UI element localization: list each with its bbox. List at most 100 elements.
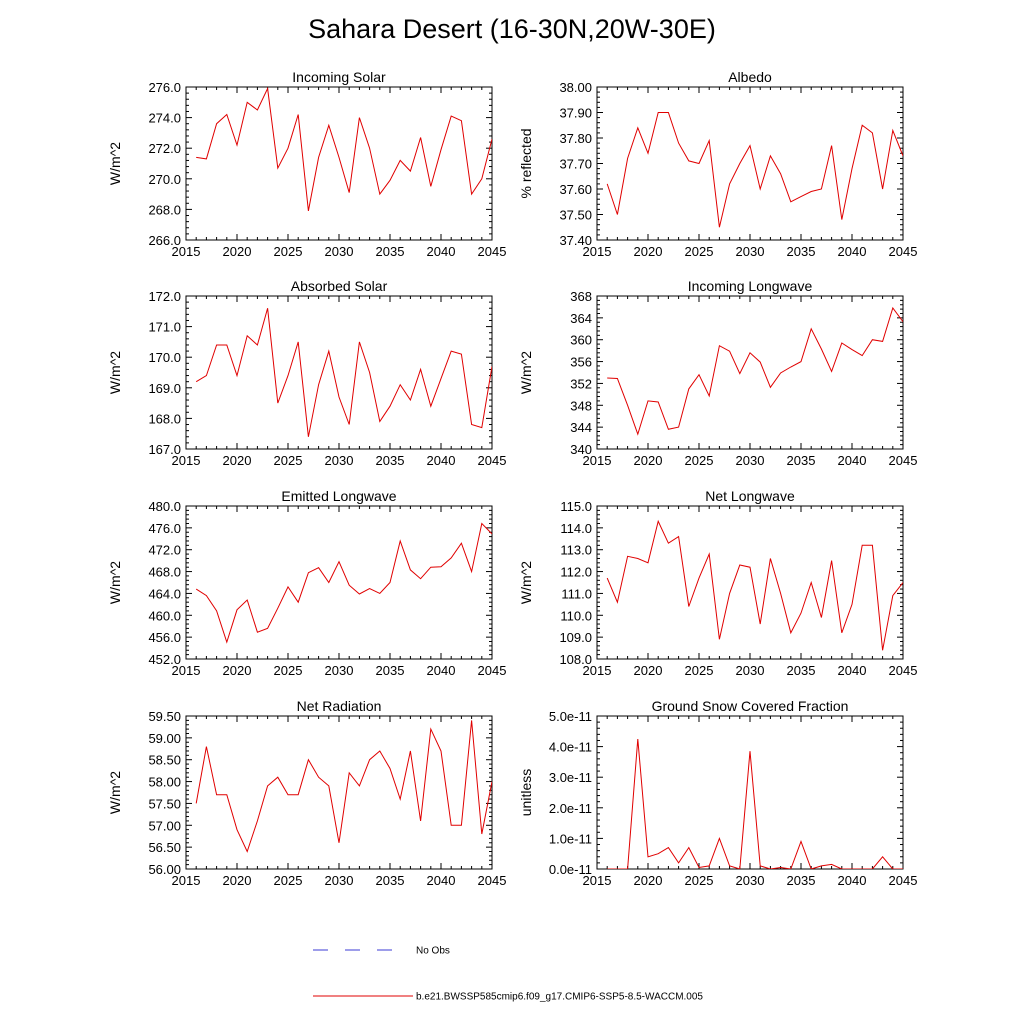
x-tick-label: 2040 (427, 453, 456, 468)
panel-title: Incoming Longwave (688, 278, 813, 294)
y-tick-label: 274.0 (148, 111, 181, 126)
panel-title: Incoming Solar (292, 69, 386, 85)
x-tick-label: 2025 (274, 244, 303, 259)
legend-obs-label: No Obs (416, 946, 450, 957)
y-axis-label: W/m^2 (107, 142, 123, 185)
panel-title: Emitted Longwave (281, 488, 396, 504)
y-tick-label: 56.50 (148, 840, 181, 855)
x-tick-label: 2015 (172, 873, 201, 888)
y-tick-label: 276.0 (148, 80, 181, 95)
y-tick-label: 368 (570, 289, 592, 304)
x-tick-label: 2045 (889, 244, 918, 259)
y-tick-label: 58.50 (148, 753, 181, 768)
x-tick-label: 2035 (376, 244, 405, 259)
panel-incoming-solar: Incoming Solar W/m^2 2015 2020 2025 2030 2035 2… (107, 69, 506, 259)
series-line-model (195, 308, 492, 437)
plot-frame (185, 715, 493, 870)
x-tick-label: 2035 (787, 244, 816, 259)
y-tick-label: 113.0 (560, 543, 592, 558)
x-tick-label: 2045 (889, 453, 918, 468)
x-tick-label: 2045 (478, 873, 507, 888)
panel-title: Ground Snow Covered Fraction (652, 698, 849, 714)
x-tick-label: 2020 (223, 663, 252, 678)
y-tick-label: 168.0 (148, 411, 181, 426)
x-tick-label: 2020 (223, 453, 252, 468)
y-tick-label: 270.0 (148, 172, 181, 187)
x-tick-label: 2025 (274, 873, 303, 888)
y-tick-label: 109.0 (559, 630, 592, 645)
x-tick-label: 2020 (634, 453, 663, 468)
plot-frame (596, 295, 904, 450)
y-axis-label: unitless (518, 769, 534, 816)
y-tick-label: 5.0e-11 (549, 709, 592, 724)
y-tick-label: 356 (570, 355, 592, 370)
plot-frame (596, 505, 904, 660)
x-tick-label: 2040 (427, 663, 456, 678)
x-tick-label: 2035 (376, 873, 405, 888)
panel-ground-snow-covered-fraction: Ground Snow Covered Fraction unitless 2015… (518, 698, 917, 888)
y-tick-label: 112.0 (560, 565, 592, 580)
panel-incoming-longwave: Incoming Longwave W/m^2 2015 2020 2025 2030 20… (518, 278, 917, 468)
y-tick-label: 37.40 (559, 233, 592, 248)
panel-net-longwave: Net Longwave W/m^2 2015 2020 2025 2030 2035 204… (518, 488, 917, 678)
series-line-model (196, 87, 492, 211)
y-tick-label: 1.0e-11 (549, 831, 592, 846)
y-tick-label: 59.50 (148, 709, 181, 724)
y-axis-label: W/m^2 (518, 351, 534, 394)
y-tick-label: 266.0 (148, 233, 181, 248)
y-tick-label: 171.0 (148, 320, 181, 335)
plot-frame (596, 86, 904, 241)
x-tick-label: 2030 (325, 244, 354, 259)
figure-title: Sahara Desert (16-30N,20W-30E) (308, 14, 716, 44)
x-tick-label: 2040 (838, 873, 867, 888)
y-tick-label: 37.90 (559, 106, 592, 121)
x-tick-label: 2015 (583, 873, 612, 888)
x-tick-label: 2015 (583, 244, 612, 259)
y-tick-label: 360 (570, 333, 592, 348)
x-tick-label: 2020 (634, 873, 663, 888)
y-tick-label: 476.0 (148, 521, 181, 536)
y-axis-label: W/m^2 (518, 561, 534, 604)
series-line-model (195, 720, 492, 853)
x-tick-label: 2020 (634, 244, 663, 259)
x-tick-label: 2025 (274, 663, 303, 678)
x-tick-label: 2020 (223, 873, 252, 888)
x-tick-label: 2040 (427, 244, 456, 259)
y-tick-label: 460.0 (148, 608, 181, 623)
y-tick-label: 111.0 (561, 586, 592, 601)
y-tick-label: 37.60 (559, 182, 592, 197)
x-tick-label: 2045 (478, 453, 507, 468)
y-tick-label: 172.0 (148, 289, 181, 304)
series-line-model (195, 522, 492, 644)
legend: No Obs b.e21.BWSSP585cmip6.f09_g17.CMIP6… (313, 946, 703, 1003)
series-line-model (606, 112, 903, 228)
y-tick-label: 56.00 (148, 862, 181, 877)
x-tick-label: 2025 (274, 453, 303, 468)
panel-albedo: Albedo % reflected 2015 2020 2025 2030 2035 204… (518, 69, 917, 259)
x-tick-label: 2015 (172, 244, 201, 259)
panel-title: Net Longwave (705, 488, 795, 504)
y-tick-label: 115.0 (560, 499, 592, 514)
y-tick-label: 480.0 (148, 499, 181, 514)
y-tick-label: 167.0 (148, 442, 181, 457)
x-tick-label: 2030 (736, 453, 765, 468)
x-tick-label: 2045 (478, 663, 507, 678)
x-tick-label: 2015 (172, 663, 201, 678)
plot-frame (185, 295, 493, 450)
x-tick-label: 2035 (787, 873, 816, 888)
y-tick-label: 340 (570, 442, 592, 457)
x-tick-label: 2025 (685, 244, 714, 259)
x-tick-label: 2020 (634, 663, 663, 678)
x-tick-label: 2030 (736, 663, 765, 678)
series-line-model (607, 306, 903, 436)
x-tick-label: 2040 (838, 453, 867, 468)
x-tick-label: 2030 (325, 453, 354, 468)
x-tick-label: 2025 (685, 663, 714, 678)
x-tick-label: 2020 (223, 244, 252, 259)
plot-frame (185, 505, 493, 660)
y-tick-label: 472.0 (148, 543, 181, 558)
y-tick-label: 58.00 (148, 775, 181, 790)
y-tick-label: 2.0e-11 (549, 801, 592, 816)
panel-emitted-longwave: Emitted Longwave W/m^2 2015 2020 2025 2030 203… (107, 488, 506, 678)
